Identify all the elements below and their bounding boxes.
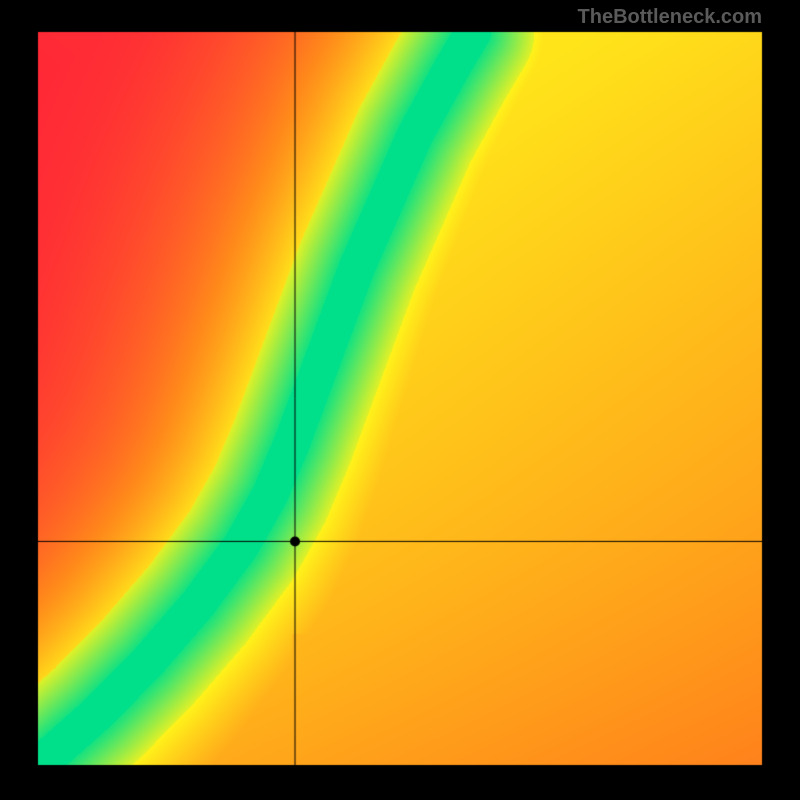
chart-container: TheBottleneck.com [0, 0, 800, 800]
bottleneck-heatmap [0, 0, 800, 800]
watermark-text: TheBottleneck.com [578, 6, 762, 29]
